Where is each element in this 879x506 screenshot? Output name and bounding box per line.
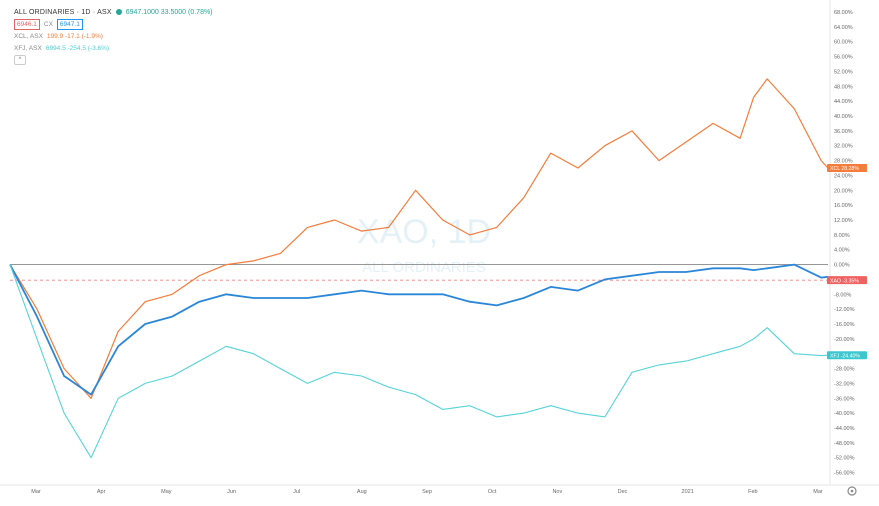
y-tick-label: 60.00%: [834, 40, 853, 46]
y-tick-label: -44.00%: [834, 426, 855, 432]
y-tick-label: -56.00%: [834, 471, 855, 477]
chevron-up-icon[interactable]: ^: [14, 55, 26, 65]
y-tick-label: 52.00%: [834, 69, 853, 75]
y-tick-label: 32.00%: [834, 144, 853, 150]
y-tick-label: -8.00%: [834, 292, 852, 298]
watermark-symbol: XAO, 1D: [357, 213, 491, 251]
y-tick-label: 64.00%: [834, 25, 853, 31]
x-tick-label: Feb: [748, 489, 757, 495]
y-tick-label: 20.00%: [834, 188, 853, 194]
y-tick-label: -32.00%: [834, 381, 855, 387]
x-axis[interactable]: Mar Apr May Jun Jul Aug Sep Oct Nov Dec 2021 Feb Mar: [31, 489, 823, 495]
y-tick-label: 0.00%: [834, 263, 850, 269]
buy-price-box[interactable]: 6947.1: [56, 18, 83, 30]
price-tag-xcl: XCL 28.28%: [827, 164, 867, 172]
y-tick-label: 56.00%: [834, 55, 853, 61]
chart-legend: ALL ORDINARIES · 1D · ASX 6947.1000 33.5…: [14, 6, 213, 66]
gear-icon[interactable]: [847, 486, 857, 496]
y-tick-label: -48.00%: [834, 441, 855, 447]
legend-series-cyan[interactable]: XFJ, ASX 6994.5 -254.5 (-3.6%): [14, 42, 213, 54]
series-cyan-value: 6994.5 -254.5 (-3.6%): [45, 44, 110, 52]
x-tick-label: Nov: [552, 489, 562, 495]
y-tick-label: -36.00%: [834, 396, 855, 402]
series-layer: [9, 78, 829, 459]
price-summary: 6947.1000 33.5000 (0.78%): [125, 8, 213, 16]
series-line-xcl[interactable]: [9, 78, 829, 399]
y-tick-label: 16.00%: [834, 203, 853, 209]
x-tick-label: Dec: [618, 489, 628, 495]
x-tick-label: Jun: [227, 489, 236, 495]
price-tag-xfj-text: XFJ -24.40%: [830, 353, 860, 359]
y-tick-label: 48.00%: [834, 84, 853, 90]
series-line-xao[interactable]: [9, 263, 829, 396]
y-tick-label: -40.00%: [834, 411, 855, 417]
y-tick-label: 24.00%: [834, 173, 853, 179]
series-orange-symbol: XCL, ASX: [14, 32, 43, 40]
y-tick-label: -20.00%: [834, 337, 855, 343]
y-tick-label: 36.00%: [834, 129, 853, 135]
price-tag-xao-text: XAO -3.35%: [830, 278, 859, 284]
y-tick-label: 8.00%: [834, 233, 850, 239]
spread-label: CX: [43, 20, 53, 28]
x-tick-label: Apr: [97, 489, 106, 495]
legend-series-orange[interactable]: XCL, ASX 199.9 -17.1 (-1.9%): [14, 30, 213, 42]
legend-main-row: ALL ORDINARIES · 1D · ASX 6947.1000 33.5…: [14, 6, 213, 18]
watermark-name: ALL ORDINARIES: [362, 259, 486, 276]
x-tick-label: Sep: [422, 489, 432, 495]
sell-price-box[interactable]: 6946.1: [14, 18, 40, 30]
y-tick-label: -52.00%: [834, 456, 855, 462]
y-axis[interactable]: 68.00% 64.00% 60.00% 56.00% 52.00% 48.00% 44.0…: [834, 10, 855, 477]
x-tick-label: 2021: [682, 489, 694, 495]
reference-lines: [10, 264, 828, 281]
x-tick-label: Aug: [357, 489, 367, 495]
x-tick-label: Jul: [293, 489, 300, 495]
series-orange-value: 199.9 -17.1 (-1.9%): [46, 32, 103, 40]
y-tick-label: -28.00%: [834, 367, 855, 373]
market-status-icon: [115, 9, 122, 15]
y-tick-label: 4.00%: [834, 248, 850, 254]
price-tag-xao: XAO -3.35%: [827, 276, 867, 284]
x-tick-label: Mar: [813, 489, 823, 495]
y-tick-label: 28.00%: [834, 159, 853, 165]
series-cyan-symbol: XFJ, ASX: [14, 44, 42, 52]
y-tick-label: 12.00%: [834, 218, 853, 224]
series-line-xfj[interactable]: [9, 264, 829, 459]
price-tag-xfj: XFJ -24.40%: [827, 351, 867, 359]
legend-collapse-row: ^: [14, 54, 213, 66]
y-tick-label: -16.00%: [834, 322, 855, 328]
price-tag-xcl-text: XCL 28.28%: [830, 166, 859, 172]
y-tick-label: 44.00%: [834, 99, 853, 105]
symbol-title[interactable]: ALL ORDINARIES · 1D · ASX: [14, 8, 112, 16]
legend-boxes-row: 6946.1 CX 6947.1: [14, 18, 213, 30]
x-tick-label: Oct: [488, 489, 497, 495]
x-tick-label: Mar: [31, 489, 41, 495]
y-tick-label: -12.00%: [834, 307, 855, 313]
y-tick-label: 68.00%: [834, 10, 853, 16]
price-tags: XCL 28.28% XAO -3.35% XFJ -24.40%: [827, 164, 867, 359]
x-tick-label: May: [161, 489, 172, 495]
y-tick-label: 40.00%: [834, 114, 853, 120]
